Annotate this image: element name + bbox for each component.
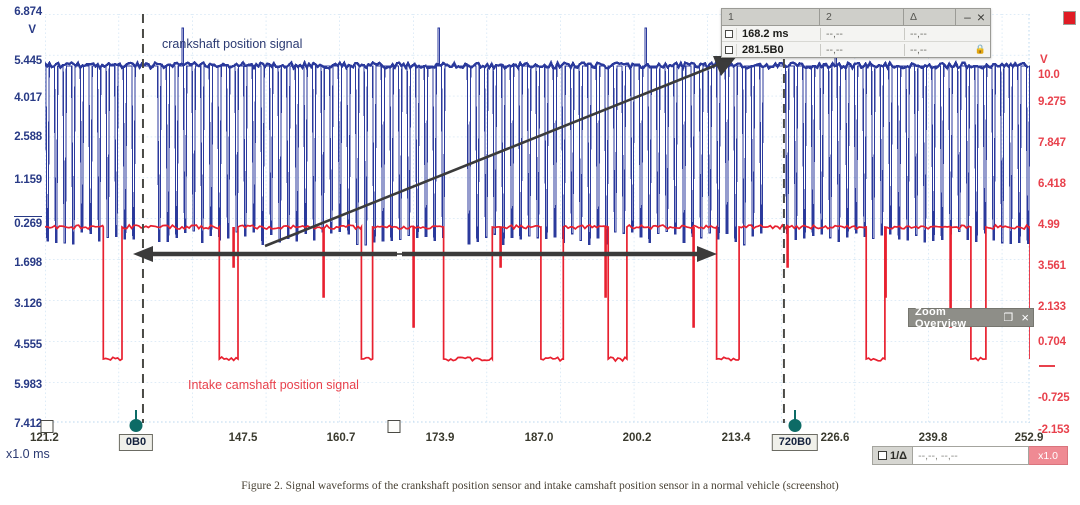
checkbox-icon[interactable] xyxy=(878,451,887,460)
right-axis-tick: 6.418 xyxy=(1038,178,1066,190)
left-axis-tick: 5.983 xyxy=(14,379,42,391)
row-checkbox[interactable] xyxy=(722,45,736,54)
waveform-plot-area[interactable]: crankshaft position signal Intake camsha… xyxy=(45,14,1030,423)
cursor-measurement-window[interactable]: 1 2 Δ – × 168.2 ms --,-- --,-- 281.5B0 -… xyxy=(721,8,991,58)
zoom-overview-title: Zoom Overview xyxy=(915,305,967,330)
right-axis-tick: 2.133 xyxy=(1038,301,1066,313)
right-axis-tick: 9.275 xyxy=(1038,96,1066,108)
left-axis-tick: 1.698 xyxy=(14,257,42,269)
camshaft-glitch-spike xyxy=(786,227,789,268)
lock-icon[interactable]: 🔒 xyxy=(974,44,986,54)
time-axis-tick: 187.0 xyxy=(524,432,554,444)
figure-caption: Figure 2. Signal waveforms of the cranks… xyxy=(241,480,839,492)
cursor-2-stem xyxy=(794,410,796,422)
right-axis-tick: 0.704 xyxy=(1038,336,1066,348)
cursor-1-handle[interactable] xyxy=(129,419,143,432)
camshaft-glitch-spike xyxy=(884,227,887,298)
time-axis-tick: 147.5 xyxy=(228,432,258,444)
delta-mode-toggle[interactable]: 1/Δ xyxy=(872,446,914,465)
crankshaft-spike xyxy=(644,27,648,66)
camshaft-glitch-spike xyxy=(499,227,502,268)
crankshaft-annotation: crankshaft position signal xyxy=(162,37,303,51)
magnification-badge[interactable]: x1.0 xyxy=(1029,446,1069,465)
measurement-column-2: 2 xyxy=(820,9,904,25)
camshaft-glitch-spike xyxy=(232,227,235,268)
crankshaft-spike xyxy=(437,27,441,66)
left-edge-drag-handle[interactable] xyxy=(40,420,54,433)
crankshaft-waveform xyxy=(45,27,1030,246)
minimize-icon[interactable]: – xyxy=(964,10,971,24)
delta-mode-label: 1/Δ xyxy=(890,449,908,462)
restore-icon[interactable]: ❐ xyxy=(1003,312,1014,324)
measurement-value-2: --,-- xyxy=(820,27,904,40)
left-axis-tick: 2.588 xyxy=(14,131,42,143)
status-bar: 1/Δ --,--, --,-- x1.0 xyxy=(872,446,1069,465)
left-axis-tick: 4.017 xyxy=(14,92,42,104)
time-axis-tick: 173.9 xyxy=(425,432,455,444)
time-axis-start: 121.2 xyxy=(30,432,59,444)
cursor-1-stem xyxy=(135,410,137,422)
left-axis-tick: 5.445 xyxy=(14,55,42,67)
cursor-1-label[interactable]: 0B0 xyxy=(118,434,154,451)
right-axis-tick: 3.561 xyxy=(1038,260,1066,272)
left-axis-tick: 3.126 xyxy=(14,298,42,310)
zoom-overview-panel[interactable]: Zoom Overview ❐ × xyxy=(908,305,1034,330)
left-axis-tick: 4.555 xyxy=(14,339,42,351)
camshaft-glitch-spike xyxy=(322,227,325,298)
cursor-2-label[interactable]: 720B0 xyxy=(771,434,819,451)
close-icon[interactable]: × xyxy=(976,9,985,25)
right-voltage-axis: V 10.0 9.275 7.847 6.418 4.99 3.561 2.13… xyxy=(1036,0,1080,436)
measurement-row[interactable]: 281.5B0 --,-- --,-- 🔒 xyxy=(722,42,990,57)
camshaft-square-wave xyxy=(45,223,1030,363)
time-axis-tick: 239.8 xyxy=(918,432,948,444)
measurement-value-1: 168.2 ms xyxy=(736,27,820,40)
time-axis-tick: 213.4 xyxy=(721,432,751,444)
left-voltage-axis: 6.874 V 5.445 4.017 2.588 1.159 0.269 1.… xyxy=(0,0,45,430)
status-value-field[interactable]: --,--, --,-- xyxy=(913,446,1030,465)
right-axis-tick: 7.847 xyxy=(1038,137,1066,149)
crankshaft-baseline xyxy=(45,59,1029,72)
measurement-header: 1 2 Δ – × xyxy=(722,9,990,26)
measurement-column-delta: Δ xyxy=(904,9,956,25)
camshaft-waveform xyxy=(45,223,1030,363)
measurement-value-1: 281.5B0 xyxy=(736,43,820,56)
right-axis-unit: V xyxy=(1040,54,1048,66)
measurement-row[interactable]: 168.2 ms --,-- --,-- xyxy=(722,26,990,42)
waveform-canvas xyxy=(45,14,1030,423)
time-axis-unit: x1.0 ms xyxy=(6,447,50,461)
right-axis-tick: 4.99 xyxy=(1038,219,1060,231)
camshaft-glitch-spike xyxy=(692,227,695,328)
right-axis-tick: 10.0 xyxy=(1038,69,1060,81)
close-icon[interactable]: × xyxy=(1021,310,1029,325)
left-axis-tick: 7.412 xyxy=(14,418,42,430)
crankshaft-spike xyxy=(181,27,185,66)
left-axis-tick: 0.269 xyxy=(14,216,42,230)
camshaft-glitch-spike xyxy=(949,227,952,328)
cursor-2-handle[interactable] xyxy=(788,419,802,432)
measurement-value-2: --,-- xyxy=(820,43,904,56)
camshaft-glitch-spike xyxy=(604,227,607,298)
left-axis-tick: 1.159 xyxy=(14,174,42,186)
measurement-value-delta: --,-- xyxy=(904,43,956,56)
channel-color-chip[interactable] xyxy=(1063,11,1076,25)
measurement-value-delta: --,-- xyxy=(904,27,956,40)
marker-drag-handle[interactable] xyxy=(387,420,401,433)
time-axis-tick: 200.2 xyxy=(622,432,652,444)
camshaft-glitch-spike xyxy=(412,227,415,328)
measurement-leader-arrow xyxy=(264,56,737,248)
oscilloscope-screen: 6.874 V 5.445 4.017 2.588 1.159 0.269 1.… xyxy=(0,0,1080,465)
time-axis-tick: 226.6 xyxy=(820,432,850,444)
right-axis-zero-marker xyxy=(1039,365,1055,367)
time-axis-tick: 252.9 xyxy=(1014,432,1044,444)
measurement-span-arrow xyxy=(133,246,717,262)
camshaft-annotation: Intake camshaft position signal xyxy=(188,378,359,392)
left-axis-unit: V xyxy=(28,24,36,36)
measurement-column-1: 1 xyxy=(722,9,820,25)
left-axis-tick: 6.874 xyxy=(14,6,42,18)
right-axis-tick: -0.725 xyxy=(1038,392,1070,404)
row-checkbox[interactable] xyxy=(722,29,736,38)
time-axis-tick: 160.7 xyxy=(326,432,356,444)
right-axis-tick: -2.153 xyxy=(1038,424,1070,436)
